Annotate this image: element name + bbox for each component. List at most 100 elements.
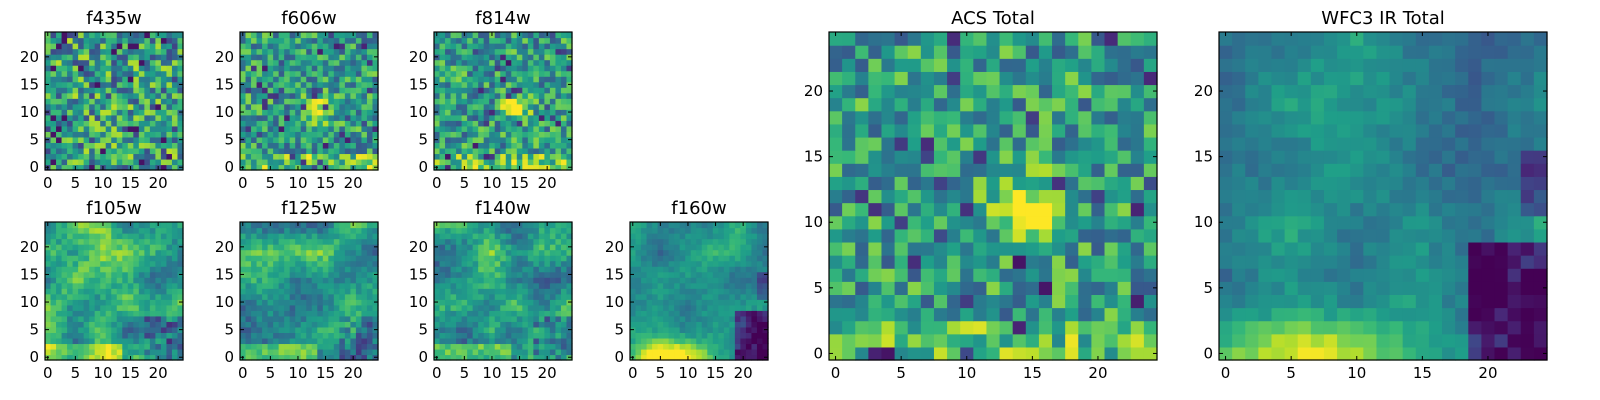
heatmap-cell: [322, 142, 329, 149]
heatmap-cell: [289, 271, 296, 278]
heatmap-cell: [317, 136, 324, 143]
heatmap-cell: [116, 271, 123, 278]
heatmap-cell: [527, 282, 534, 289]
heatmap-cell: [516, 120, 523, 127]
heatmap-cell: [284, 70, 291, 77]
heatmap-cell: [116, 164, 123, 171]
heatmap-cell: [527, 304, 534, 311]
heatmap-cell: [894, 176, 909, 191]
heatmap-cell: [500, 103, 507, 110]
heatmap-cell: [494, 326, 501, 333]
heatmap-cell: [366, 310, 374, 317]
heatmap-cell: [1038, 202, 1053, 217]
heatmap-cell: [350, 315, 357, 322]
heatmap-cell: [50, 65, 57, 72]
heatmap-cell: [483, 158, 490, 166]
heatmap-cell: [94, 354, 101, 361]
heatmap-cell: [522, 158, 529, 166]
heatmap-cell: [295, 131, 302, 138]
heatmap-cell: [641, 227, 648, 234]
heatmap-cell: [256, 255, 263, 262]
heatmap-cell: [533, 98, 540, 105]
heatmap-cell: [478, 59, 485, 66]
heatmap-cell: [344, 288, 351, 295]
heatmap-cell: [300, 37, 307, 44]
heatmap-cell: [527, 271, 534, 278]
heatmap-cell: [745, 233, 753, 240]
heatmap-cell: [894, 294, 909, 309]
heatmap-cell: [439, 65, 446, 72]
heatmap-cell: [461, 147, 468, 155]
heatmap-cell: [366, 114, 374, 121]
heatmap-cell: [61, 354, 68, 361]
heatmap-cell: [155, 98, 162, 105]
heatmap-cell: [273, 271, 280, 278]
heatmap-cell: [740, 332, 747, 339]
heatmap-cell: [516, 315, 523, 322]
heatmap-cell: [177, 103, 184, 110]
heatmap-cell: [467, 70, 474, 77]
heatmap-cell: [483, 260, 490, 267]
heatmap-cell: [1104, 163, 1119, 177]
heatmap-cell: [533, 282, 540, 289]
heatmap-cell: [500, 238, 507, 245]
heatmap-cell: [278, 255, 285, 262]
heatmap-cell: [450, 233, 457, 240]
heatmap-cell: [456, 70, 463, 77]
heatmap-cell: [177, 147, 184, 155]
heatmap-cell: [284, 136, 291, 143]
heatmap-cell: [328, 136, 335, 143]
heatmap-cell: [105, 158, 112, 166]
heatmap-cell: [284, 222, 291, 229]
heatmap-cell: [740, 288, 747, 295]
heatmap-cell: [45, 158, 52, 166]
heatmap-cell: [707, 326, 714, 333]
heatmap-cell: [505, 343, 512, 350]
heatmap-cell: [171, 332, 179, 339]
heatmap-cell: [295, 92, 302, 99]
heatmap-cell: [445, 244, 452, 251]
heatmap-cell: [289, 321, 296, 328]
heatmap-cell: [306, 43, 313, 50]
heatmap-cell: [273, 54, 280, 61]
heatmap-cell: [240, 282, 247, 289]
heatmap-cell: [472, 238, 479, 245]
heatmap-cell: [527, 326, 534, 333]
heatmap-cell: [50, 277, 57, 284]
heatmap-cell: [740, 310, 747, 317]
heatmap-cell: [478, 238, 485, 245]
heatmap-cell: [663, 238, 670, 245]
heatmap-cell: [61, 120, 68, 127]
heatmap-cell: [500, 260, 507, 267]
heatmap-cell: [467, 120, 474, 127]
heatmap-cell: [685, 266, 692, 273]
heatmap-cell: [1012, 320, 1027, 335]
heatmap-cell: [83, 142, 90, 149]
heatmap-cell: [160, 288, 168, 295]
heatmap-cell: [94, 332, 101, 339]
heatmap-cell: [328, 164, 335, 171]
heatmap-cell: [133, 147, 140, 155]
heatmap-cell: [630, 315, 637, 322]
heatmap-cell: [267, 299, 274, 306]
heatmap-cell: [56, 65, 63, 72]
heatmap-cell: [1078, 255, 1092, 269]
heatmap-cell: [734, 277, 741, 284]
heatmap-cell: [284, 164, 291, 171]
heatmap-cell: [1091, 176, 1106, 191]
heatmap-cell: [311, 337, 318, 345]
heatmap-cell: [138, 76, 145, 83]
heatmap-cell: [1038, 255, 1053, 269]
heatmap-cell: [544, 65, 551, 72]
heatmap-cell: [366, 348, 374, 356]
heatmap-cell: [89, 332, 96, 339]
heatmap-cell: [894, 268, 909, 282]
heatmap-cell: [723, 282, 730, 289]
heatmap-cell: [149, 59, 156, 66]
heatmap-cell: [240, 142, 247, 149]
heatmap-cell: [177, 282, 184, 289]
heatmap-cell: [105, 81, 112, 88]
x-tick-label: 0: [238, 174, 248, 192]
heatmap-cell: [122, 81, 129, 88]
heatmap-cell: [829, 346, 843, 361]
